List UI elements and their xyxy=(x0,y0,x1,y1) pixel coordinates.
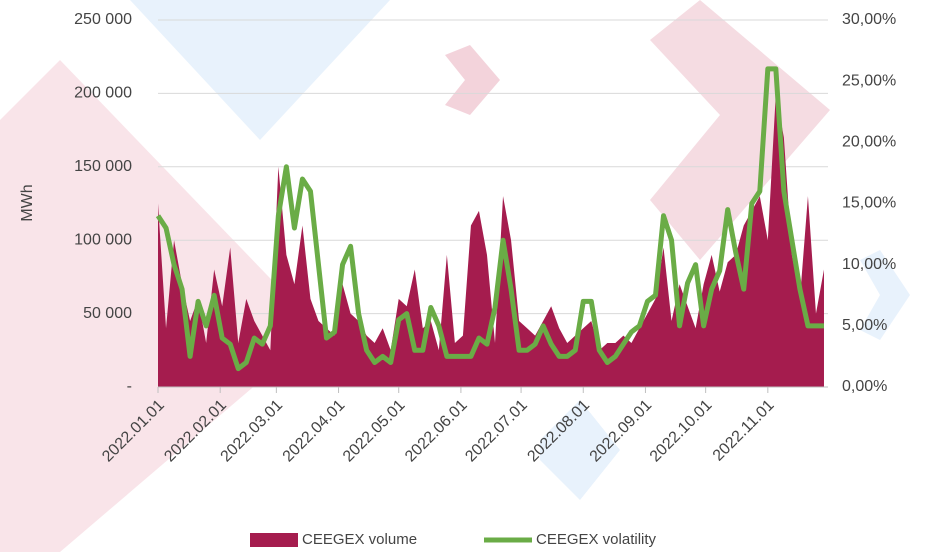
y2-tick-label: 20,00% xyxy=(842,134,896,151)
y2-tick-label: 25,00% xyxy=(842,72,896,89)
y-tick-label: 250 000 xyxy=(74,11,132,28)
volatility-line xyxy=(155,66,824,372)
y2-tick-label: 10,00% xyxy=(842,256,896,273)
legend-label: CEEGEX volatility xyxy=(536,531,657,548)
y-tick-label: - xyxy=(127,378,132,395)
y-tick-label: 50 000 xyxy=(83,305,132,322)
y-tick-label: 200 000 xyxy=(74,85,132,102)
y2-tick-label: 15,00% xyxy=(842,195,896,212)
x-tick-label: 2022.11.01 xyxy=(710,397,778,465)
x-tick-label: 2022.05.01 xyxy=(340,397,409,466)
x-tick-label: 2022.06.01 xyxy=(402,397,471,466)
x-tick-label: 2022.04.01 xyxy=(280,397,349,466)
y2-tick-label: 0,00% xyxy=(842,378,887,395)
legend-label: CEEGEX volume xyxy=(302,531,417,548)
legend-swatch xyxy=(250,533,298,547)
x-tick-label: 2022.07.01 xyxy=(462,397,531,466)
y-axis-title: MWh xyxy=(19,184,36,221)
y2-tick-label: 30,00% xyxy=(842,11,896,28)
y2-tick-label: 5,00% xyxy=(842,317,887,334)
volume-area xyxy=(158,93,824,388)
y-tick-label: 100 000 xyxy=(74,231,132,248)
y-tick-label: 150 000 xyxy=(74,158,132,175)
x-tick-label: 2022.10.01 xyxy=(647,397,716,466)
